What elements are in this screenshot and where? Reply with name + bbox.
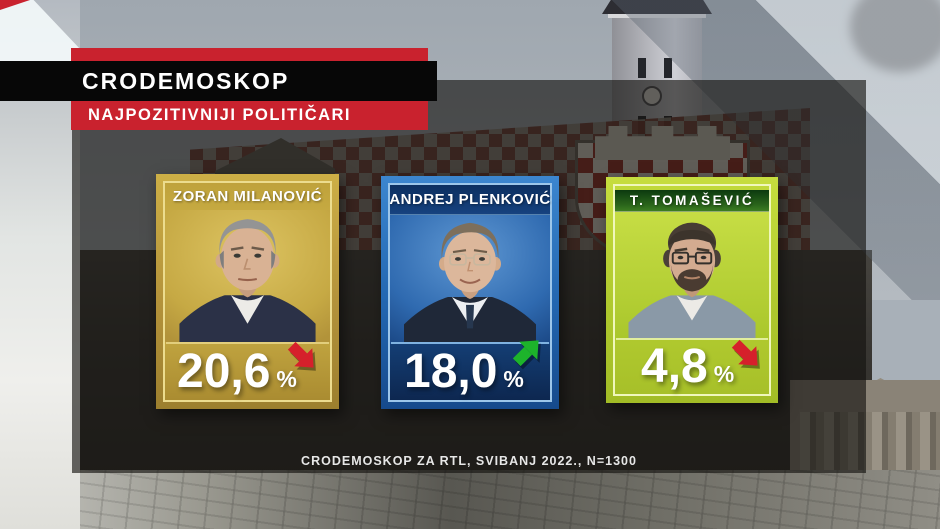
cobblestone-texture [0, 470, 940, 529]
card-inner-frame: ANDREJ PLENKOVIĆ [388, 183, 552, 402]
card-divider-line [166, 342, 329, 344]
politician-name: T. TOMAŠEVIĆ [629, 193, 755, 208]
show-title: CRODEMOSKOP [82, 67, 290, 94]
score-value: 18,0 [404, 345, 498, 398]
score: 4,8 % [641, 343, 734, 391]
card-divider-line [616, 338, 768, 340]
tower-window [664, 58, 672, 78]
cobblestone-pavement [0, 470, 940, 529]
arrow-up-right-icon [512, 340, 541, 370]
percent-sign: % [276, 366, 297, 392]
result-card-tomasevic: T. TOMAŠEVIĆ [606, 177, 778, 403]
politician-name: ANDREJ PLENKOVIĆ [389, 191, 551, 208]
header-subtitle-bar: NAJPOZITIVNIJI POLITIČARI [71, 101, 428, 130]
topic-title: NAJPOZITIVNIJI POLITIČARI [88, 106, 352, 124]
header-red-strip [71, 48, 428, 61]
church-tower-cornice [608, 14, 706, 18]
score-band: 20,6 % [165, 341, 330, 400]
source-text: CRODEMOSKOP ZA RTL, SVIBANJ 2022., N=130… [301, 454, 637, 468]
card-divider-line [391, 342, 549, 344]
portrait-illustration [165, 210, 330, 342]
score-value: 20,6 [177, 345, 271, 398]
portrait-andrej-plenkovic [390, 215, 550, 342]
percent-sign: % [503, 366, 524, 392]
portrait-illustration [390, 215, 550, 342]
arrow-down-right-icon [731, 339, 760, 369]
score-value: 4,8 [641, 340, 708, 393]
card-inner-frame: T. TOMAŠEVIĆ [613, 184, 771, 396]
portrait-illustration [615, 212, 769, 338]
score-band: 4,8 % [615, 339, 769, 394]
card-title-bar: ANDREJ PLENKOVIĆ [389, 185, 551, 215]
card-title-bar: T. TOMAŠEVIĆ [615, 190, 769, 212]
card-inner-frame: ZORAN MILANOVIĆ [163, 181, 332, 402]
result-card-milanovic: ZORAN MILANOVIĆ [156, 174, 339, 409]
arrow-down-right-icon [287, 341, 316, 371]
portrait-zoran-milanovic [165, 210, 330, 342]
header-title-bar: CRODEMOSKOP [0, 61, 437, 101]
card-title-bar: ZORAN MILANOVIĆ [165, 183, 330, 210]
source-attribution: CRODEMOSKOP ZA RTL, SVIBANJ 2022., N=130… [72, 452, 866, 470]
politician-name: ZORAN MILANOVIĆ [172, 188, 323, 205]
portrait-tomislav-tomasevic [615, 212, 769, 338]
church-tower-spire [602, 0, 712, 14]
score: 18,0 % [404, 348, 524, 396]
result-card-plenkovic: ANDREJ PLENKOVIĆ [381, 176, 559, 409]
corner-red-stripe [0, 0, 30, 10]
percent-sign: % [713, 361, 735, 387]
score-band: 18,0 % [390, 340, 550, 400]
score: 20,6 % [177, 348, 297, 396]
tower-window [638, 58, 646, 78]
